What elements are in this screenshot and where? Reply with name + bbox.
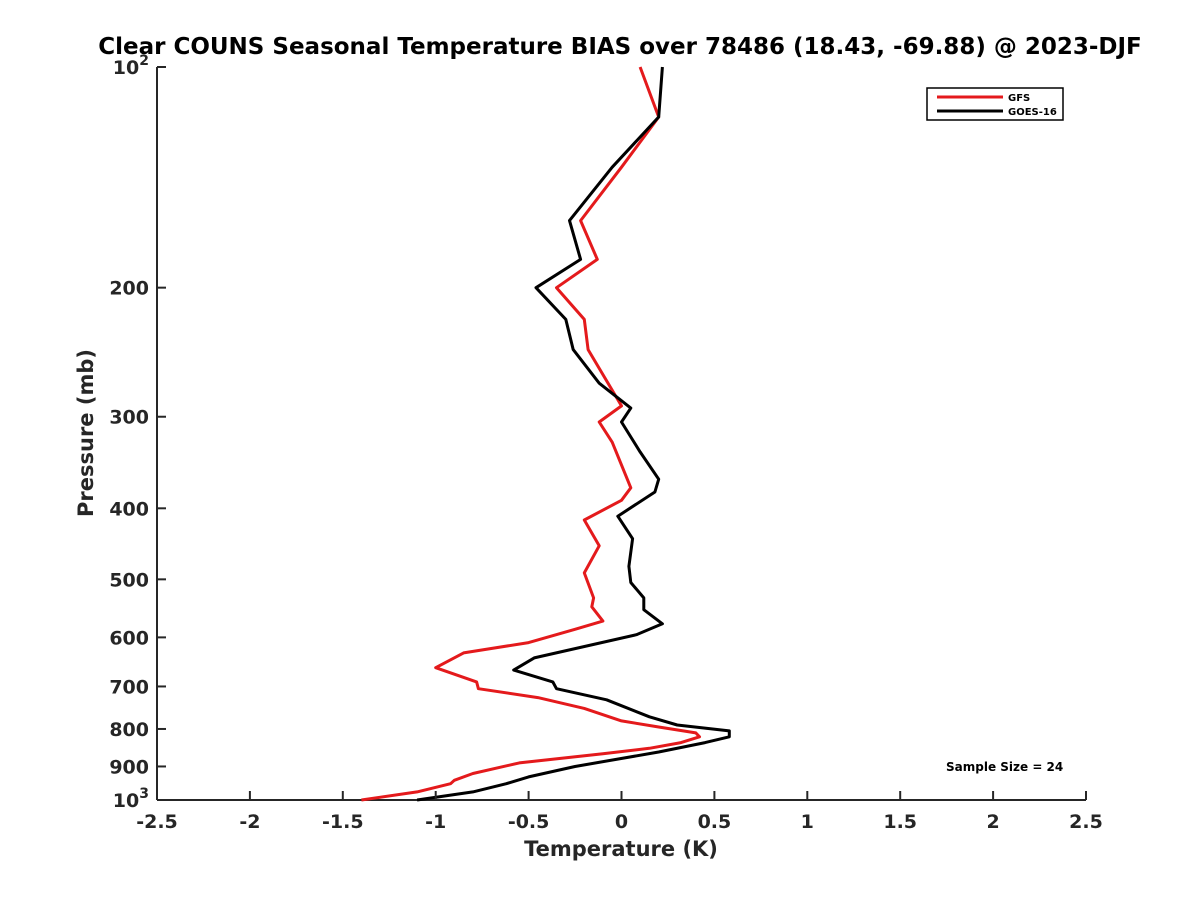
chart-title: Clear COUNS Seasonal Temperature BIAS ov… bbox=[98, 34, 1142, 60]
sample-size-annotation: Sample Size = 24 bbox=[946, 760, 1063, 774]
legend-label-goes-16: GOES-16 bbox=[1008, 107, 1057, 118]
series-layer bbox=[361, 66, 731, 802]
x-tick-label: -1 bbox=[425, 811, 446, 833]
y-tick-label: 700 bbox=[109, 676, 149, 698]
y-tick-label: 103 bbox=[113, 786, 149, 812]
x-axis-ticks: -2.5 -2 -1.5 -1 -0.5 0 0.5 1 1.5 2 2.5 bbox=[136, 791, 1103, 833]
legend: GFS GOES-16 bbox=[926, 87, 1064, 121]
series-line-goes-16 bbox=[416, 66, 731, 802]
y-axis-ticks: 102 200 300 400 500 600 700 800 900 103 bbox=[109, 53, 166, 812]
y-tick-label: 300 bbox=[109, 407, 149, 429]
y-tick-label: 400 bbox=[109, 498, 149, 520]
y-tick-label: 900 bbox=[109, 756, 149, 778]
y-axis-label: Pressure (mb) bbox=[74, 349, 98, 517]
legend-label-gfs: GFS bbox=[1008, 93, 1030, 104]
x-tick-label: 2.5 bbox=[1069, 811, 1103, 833]
x-tick-label: 1.5 bbox=[883, 811, 917, 833]
y-tick-label: 200 bbox=[109, 278, 149, 300]
x-tick-label: -2.5 bbox=[136, 811, 178, 833]
plot-area: -2.5 -2 -1.5 -1 -0.5 0 0.5 1 1.5 2 2.5 102 200 300 40… bbox=[109, 53, 1103, 833]
y-tick-label: 600 bbox=[109, 627, 149, 649]
x-tick-label: 2 bbox=[986, 811, 999, 833]
x-axis-label: Temperature (K) bbox=[524, 837, 718, 861]
x-tick-label: 0 bbox=[615, 811, 628, 833]
y-tick-label: 800 bbox=[109, 719, 149, 741]
x-tick-label: 0.5 bbox=[698, 811, 732, 833]
y-tick-label: 102 bbox=[113, 53, 149, 79]
x-tick-label: -0.5 bbox=[508, 811, 550, 833]
x-tick-label: -2 bbox=[239, 811, 260, 833]
series-line-gfs bbox=[361, 66, 701, 802]
x-tick-label: 1 bbox=[801, 811, 814, 833]
legend-box bbox=[926, 87, 1064, 121]
x-tick-label: -1.5 bbox=[322, 811, 364, 833]
y-tick-label: 500 bbox=[109, 569, 149, 591]
